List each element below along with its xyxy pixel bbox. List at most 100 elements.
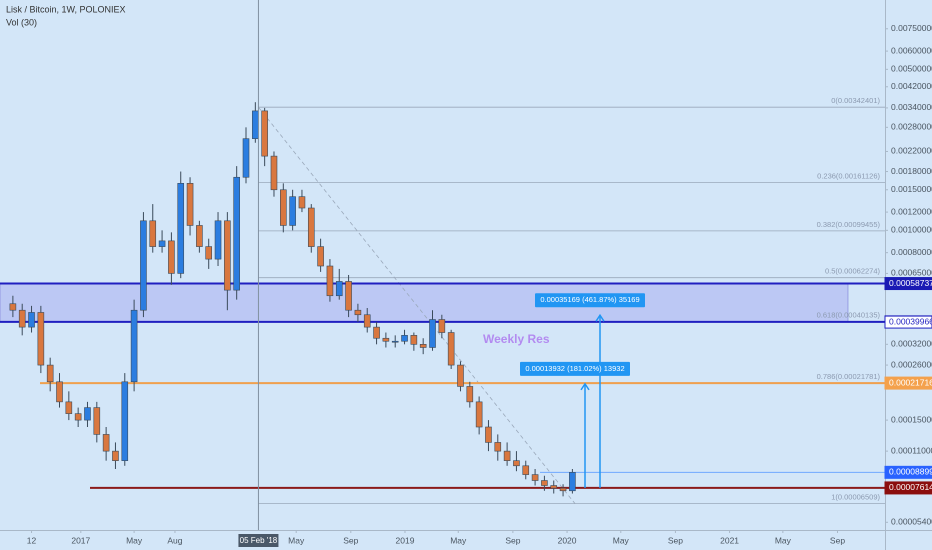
x-tick-label: 2017 — [71, 535, 90, 545]
x-tick-label: 12 — [27, 535, 37, 545]
x-tick-label: 2019 — [396, 535, 415, 545]
y-tick-label: 0.00420000 — [891, 81, 932, 91]
price-label: 0.00007614 — [889, 482, 932, 492]
candle-body — [466, 386, 474, 403]
candle-body — [391, 340, 399, 343]
candle-body — [46, 364, 54, 383]
fib-label: 0.618(0.00040135) — [817, 311, 881, 320]
candle-body — [475, 401, 483, 428]
candle-body — [438, 319, 446, 333]
plot: 0(0.00342401) 0.236(0.00161126) 0.382(0.00… — [0, 96, 885, 505]
crosshair-label: 05 Feb '18 — [240, 536, 278, 545]
candle-body — [186, 183, 194, 226]
price-label-box — [884, 277, 932, 291]
candle-body — [158, 240, 166, 247]
x-tick-label: Sep — [343, 535, 358, 545]
crosshair-box — [238, 534, 279, 547]
candle-body — [280, 189, 287, 226]
candle-body — [550, 485, 558, 489]
candle-body — [140, 220, 147, 311]
y-tick-label: 0.00032000 — [891, 339, 932, 349]
candle-body — [345, 281, 352, 311]
candle-body — [56, 381, 63, 403]
measure-label: 0.00013932 (181.02%) 13932 — [525, 364, 624, 373]
fib-label: 1(0.00006509) — [831, 493, 880, 502]
y-tick-label: 0.00100000 — [891, 225, 932, 235]
candle-body — [382, 337, 390, 342]
y-tick-label: 0.00340000 — [891, 102, 932, 112]
candle-body — [224, 220, 231, 291]
candle-body — [196, 225, 203, 247]
candle-body — [289, 196, 296, 226]
candle-body — [429, 319, 436, 348]
x-tick-label: May — [613, 535, 630, 545]
y-tick-label: 0.00015000 — [891, 414, 932, 424]
candle-body — [121, 381, 129, 461]
price-label: 0.00021716 — [889, 377, 932, 387]
candle-body — [261, 110, 268, 157]
candle-body — [149, 220, 157, 247]
x-tick-label: 2021 — [720, 535, 739, 545]
measure-box — [520, 361, 630, 376]
fib-trend — [258, 106, 576, 504]
candle-body — [177, 183, 185, 274]
candle-body — [373, 326, 380, 339]
price-label-box — [884, 315, 932, 329]
candle-body — [65, 401, 73, 414]
price-label-box — [884, 465, 932, 479]
x-tick-label: May — [126, 535, 143, 545]
x-tick-label: May — [450, 535, 467, 545]
candle-body — [410, 335, 418, 345]
candle-body — [270, 155, 278, 191]
candle-body — [102, 434, 110, 452]
candle-body — [447, 332, 455, 366]
x-tick-label: Aug — [167, 535, 182, 545]
price-label: 0.00039966 — [889, 316, 932, 326]
candle-body — [326, 265, 334, 297]
candle-body — [74, 413, 82, 421]
fib-label: 0.5(0.00062274) — [825, 267, 881, 276]
candle-body — [522, 465, 530, 475]
y-tick-label: 0.00026000 — [891, 359, 932, 369]
fib-label: 0.786(0.00021781) — [817, 372, 881, 381]
candle-body — [457, 364, 464, 387]
y-tick-label: 0.00750000 — [891, 23, 932, 33]
measure-label: 0.00035169 (461.87%) 35169 — [540, 295, 639, 304]
price-label-box — [884, 376, 932, 390]
candle-body — [233, 176, 240, 291]
candle-body — [307, 207, 315, 247]
candle-body — [354, 309, 362, 316]
arrow-head — [595, 313, 605, 322]
candle-body — [130, 309, 138, 383]
y-tick-label: 0.00600000 — [891, 45, 932, 55]
arrow-head — [580, 382, 590, 391]
y-tick-label: 0.00005400 — [891, 517, 932, 527]
y-tick-label: 0.00011000 — [891, 445, 932, 455]
volume-legend: Vol (30) — [6, 17, 37, 27]
fib-label: 0(0.00342401) — [831, 96, 880, 105]
price-label: 0.00058737 — [889, 278, 932, 288]
x-tick-label: Sep — [668, 535, 683, 545]
candle-body — [168, 240, 175, 274]
candle-body — [569, 472, 576, 492]
chart-title: Lisk / Bitcoin, 1W, POLONIEX — [6, 4, 126, 14]
candle-body — [205, 246, 213, 260]
y-tick-label: 0.00120000 — [891, 206, 932, 216]
candle-body — [419, 344, 427, 348]
candle-body — [112, 450, 119, 461]
candle-body — [9, 303, 17, 311]
candle-body — [335, 281, 343, 297]
candle-body — [513, 460, 520, 467]
measure-box — [535, 293, 645, 308]
y-tick-label: 0.00065000 — [891, 268, 932, 278]
y-tick-label: 0.00150000 — [891, 184, 932, 194]
x-tick-label: 2020 — [558, 535, 577, 545]
candle-body — [214, 220, 222, 260]
candle-body — [93, 407, 101, 435]
candle-body — [252, 110, 259, 139]
candle-body — [559, 487, 567, 492]
y-tick-label: 0.00180000 — [891, 166, 932, 176]
